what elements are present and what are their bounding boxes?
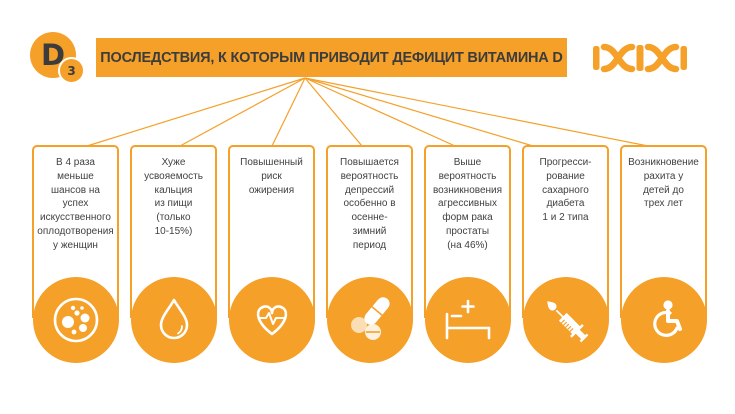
water-drop-icon xyxy=(159,298,188,340)
card-text: Хуже усвояемость кальция из пищи (только… xyxy=(144,157,203,237)
card-text: В 4 раза меньше шансов на успех искусств… xyxy=(37,157,114,251)
icon-bubble xyxy=(522,277,609,363)
dna-helix-icon xyxy=(593,43,687,73)
title-banner: ПОСЛЕДСТВИЯ, К КОТОРЫМ ПРИВОДИТ ДЕФИЦИТ … xyxy=(96,38,567,77)
consequence-card-diabetes: Прогресси- рование сахарного диабета 1 и… xyxy=(522,145,609,363)
vitamin-d-logo: D xyxy=(30,32,76,78)
pills-icon xyxy=(350,297,390,340)
vitamin-d3-sub-badge: 3 xyxy=(58,57,85,84)
card-text: Повышается вероятность депрессий особенн… xyxy=(340,157,399,251)
petri-dish-cells-icon xyxy=(53,297,98,343)
card-text: Возникновение рахита у детей до трех лет xyxy=(628,157,699,210)
consequence-card-prostate-cancer: Выше вероятность возникновения агрессивн… xyxy=(424,145,511,363)
icon-bubble xyxy=(130,277,217,363)
card-text: Повышенный риск ожирения xyxy=(240,157,303,196)
icon-bubble xyxy=(620,277,707,363)
consequence-card-rickets: Возникновение рахита у детей до трех лет xyxy=(620,145,707,363)
icon-bubble xyxy=(228,277,315,363)
consequence-card-depression: Повышается вероятность депрессий особенн… xyxy=(326,145,413,363)
heart-pulse-icon xyxy=(256,305,287,336)
page-title: ПОСЛЕДСТВИЯ, К КОТОРЫМ ПРИВОДИТ ДЕФИЦИТ … xyxy=(100,49,563,66)
icon-bubble xyxy=(32,277,119,363)
wheelchair-icon xyxy=(652,300,682,337)
card-text: Выше вероятность возникновения агрессивн… xyxy=(432,157,503,251)
icon-bubble xyxy=(326,277,413,363)
consequence-card-fertility: В 4 раза меньше шансов на успех искусств… xyxy=(32,145,119,363)
icon-bubble xyxy=(424,277,511,363)
card-text: Прогресси- рование сахарного диабета 1 и… xyxy=(539,157,592,224)
syringe-icon xyxy=(546,301,588,343)
consequence-card-obesity: Повышенный риск ожирения xyxy=(228,145,315,363)
hospital-bed-icon xyxy=(445,299,490,340)
vitamin-d3-number: 3 xyxy=(67,63,76,78)
consequence-card-calcium: Хуже усвояемость кальция из пищи (только… xyxy=(130,145,217,363)
